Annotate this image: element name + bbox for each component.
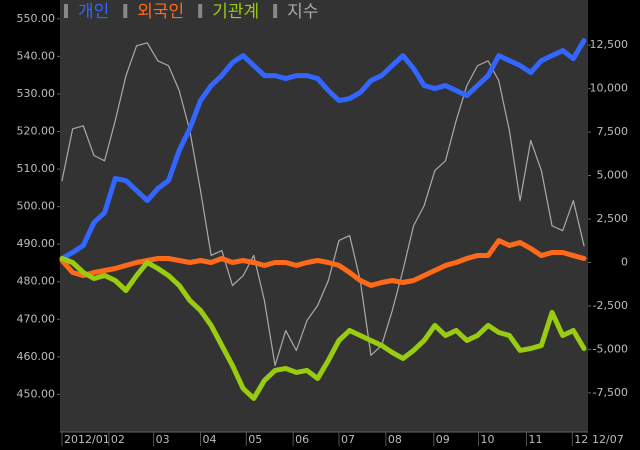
legend-label: 지수 <box>287 2 318 22</box>
x-end-label: 12/07 <box>592 433 624 446</box>
y-tick-label: 450.00 <box>17 387 56 400</box>
y2-tick-label: 2,500 <box>597 212 629 225</box>
y2-tick-label: -5,000 <box>593 342 628 355</box>
x-tick-label: 04 <box>202 433 216 446</box>
series-line <box>59 256 587 401</box>
x-tick-label: 11 <box>528 433 542 446</box>
legend-label: 외국인 <box>137 2 184 22</box>
x-tick-label: 02 <box>111 433 125 446</box>
y-tick-label: 540.00 <box>17 49 56 62</box>
x-tick-label: 09 <box>436 433 450 446</box>
y2-tick-label: 12,500 <box>590 38 629 51</box>
legend-label: 개인 <box>78 2 109 22</box>
x-tick-label: 07 <box>341 433 355 446</box>
y-tick-label: 500.00 <box>17 200 56 213</box>
series-line <box>59 238 587 288</box>
x-tick-label: 03 <box>156 433 170 446</box>
x-tick-label: 08 <box>388 433 402 446</box>
x-tick-label: 12 <box>574 433 588 446</box>
y-tick-label: 520.00 <box>17 124 56 137</box>
y-tick-label: 460.00 <box>17 350 56 363</box>
y-tick-label: 510.00 <box>17 162 56 175</box>
x-tick-label: 2012/01 <box>64 433 110 446</box>
plot-area <box>60 0 588 432</box>
x-tick-label: 10 <box>481 433 495 446</box>
series-line <box>61 42 585 367</box>
y2-tick-label: 7,500 <box>597 125 629 138</box>
y-tick-label: 470.00 <box>17 312 56 325</box>
legend-marker <box>273 4 278 18</box>
x-tick-label: 05 <box>248 433 262 446</box>
legend-marker <box>64 4 68 18</box>
y2-tick-label: -7,500 <box>593 386 628 399</box>
y2-tick-label: -2,500 <box>593 299 628 312</box>
y-tick-label: 530.00 <box>17 87 56 100</box>
legend-marker <box>123 4 128 18</box>
y-tick-label: 490.00 <box>17 237 56 250</box>
y2-tick-label: 5,000 <box>597 169 629 182</box>
x-tick-label: 06 <box>295 433 309 446</box>
y-tick-label: 480.00 <box>17 275 56 288</box>
legend-marker <box>198 4 203 18</box>
y2-tick-label: 10,000 <box>590 82 629 95</box>
y-tick-label: 550.00 <box>17 12 56 25</box>
legend-label: 기관계 <box>212 2 259 22</box>
series-line <box>59 38 587 262</box>
y2-tick-label: 0 <box>621 256 628 269</box>
